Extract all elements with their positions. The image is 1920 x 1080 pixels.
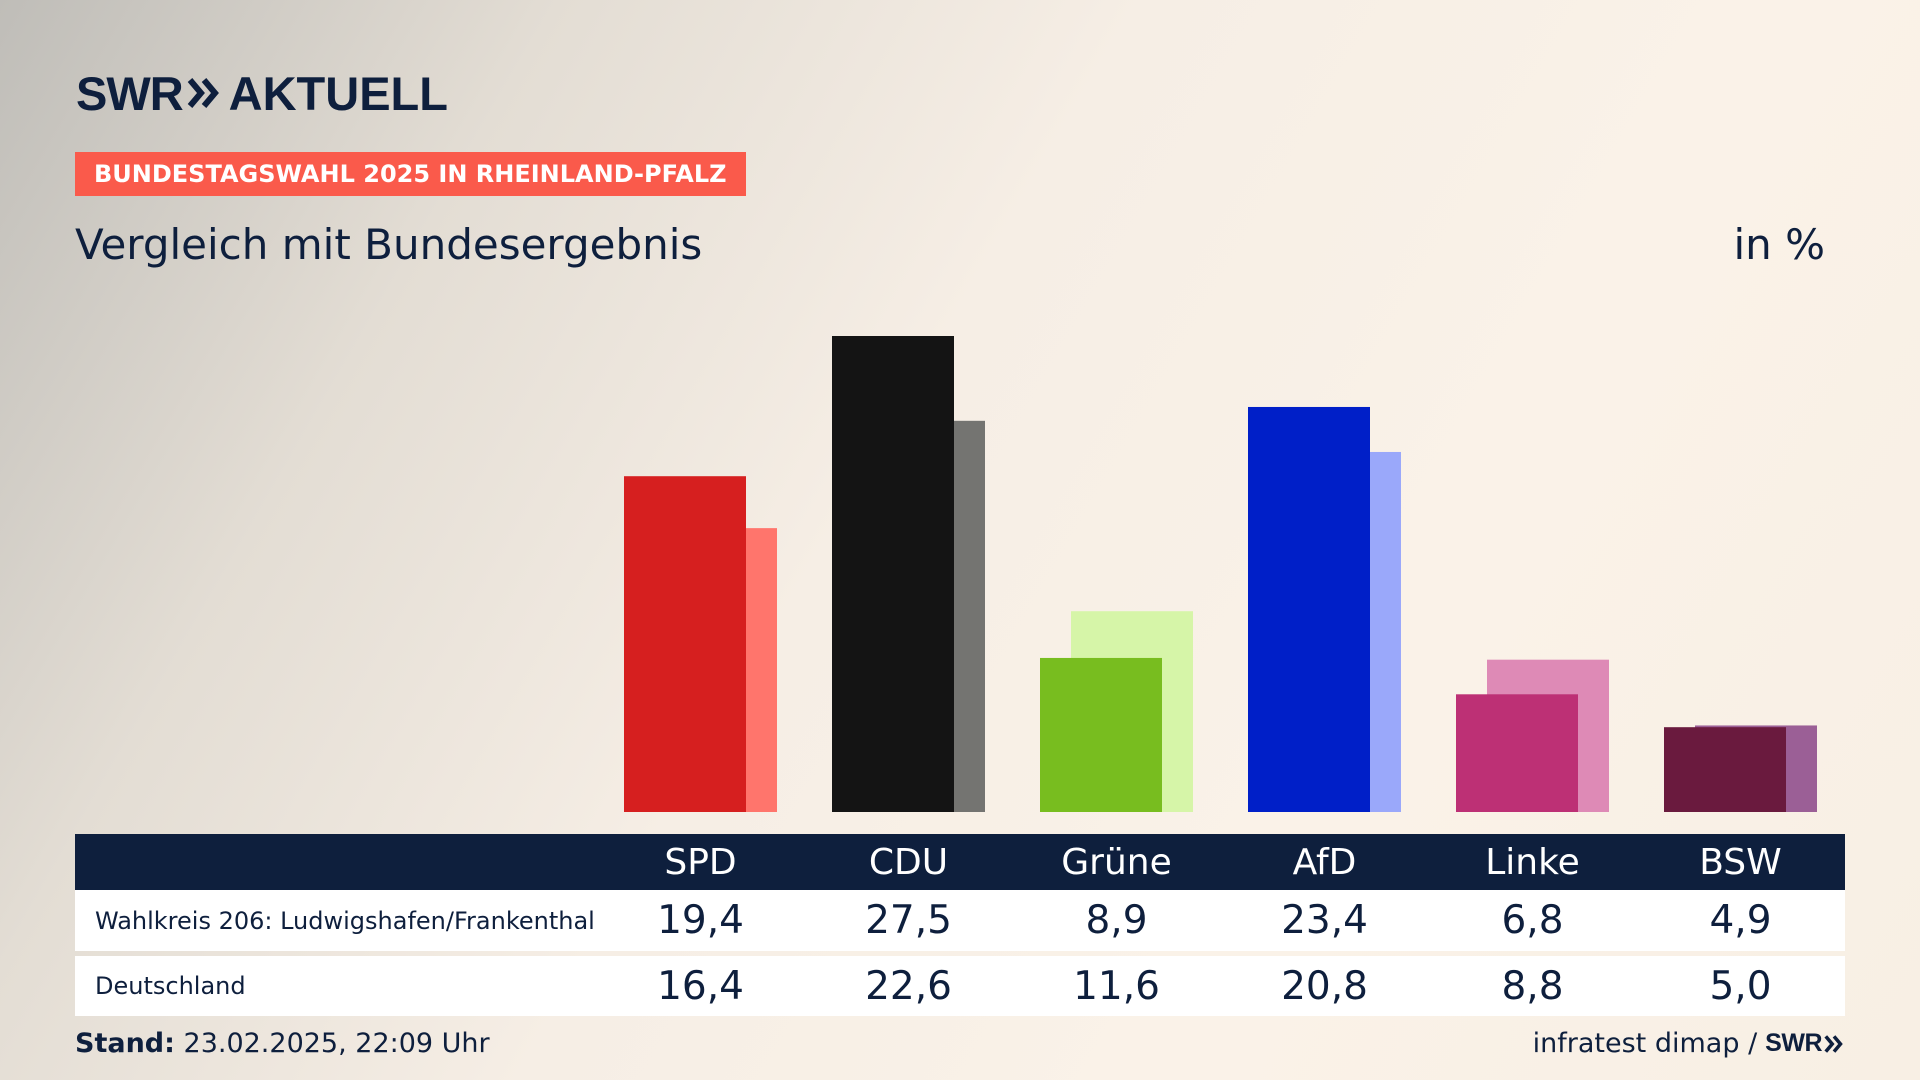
value-cell-bsw: 5,0 [1709, 963, 1772, 1009]
unit-label: in % [1733, 220, 1825, 269]
column-header-spd: SPD [664, 841, 737, 883]
value-cell-spd: 16,4 [657, 963, 744, 1009]
results-table: SPD CDU Grüne AfD Linke BSW Wahlkreis 206: Lu… [75, 834, 1845, 1016]
logo-aktuell-text: AKTUELL [228, 66, 448, 120]
small-swr-logo-text: SWR [1765, 1029, 1822, 1057]
chart-subtitle: Vergleich mit Bundesergebnis [75, 220, 703, 269]
bar-wahlkreis-linke [1456, 694, 1578, 812]
value-cell-afd: 20,8 [1281, 963, 1368, 1009]
bar-wahlkreis-afd [1248, 406, 1370, 812]
timestamp: Stand: 23.02.2025, 22:09 Uhr [75, 1028, 490, 1059]
value-cell-grüne: 11,6 [1073, 963, 1160, 1009]
value-cell-bsw: 4,9 [1709, 898, 1772, 943]
bar-wahlkreis-cdu [832, 336, 954, 812]
value-cell-cdu: 22,6 [865, 963, 952, 1009]
column-header-bsw: BSW [1699, 841, 1782, 883]
value-cell-spd: 19,4 [657, 898, 744, 943]
logo-swr-text: SWR [76, 66, 184, 120]
row-label: Deutschland [95, 972, 246, 1000]
column-header-afd: AfD [1292, 841, 1357, 883]
stand-value: 23.02.2025, 22:09 Uhr [183, 1028, 490, 1059]
bar-wahlkreis-grüne [1040, 657, 1162, 812]
column-header-grüne: Grüne [1061, 841, 1172, 883]
bar-wahlkreis-spd [624, 476, 746, 812]
value-cell-linke: 8,8 [1501, 963, 1564, 1009]
bar-chart [624, 336, 1817, 812]
election-badge: BUNDESTAGSWAHL 2025 IN RHEINLAND-PFALZ [75, 152, 746, 196]
column-header-cdu: CDU [868, 841, 949, 883]
value-cell-linke: 6,8 [1501, 898, 1564, 943]
small-double-chevron-icon [1824, 1034, 1844, 1054]
source-credit: infratest dimap / SWR [1533, 1028, 1844, 1059]
row-label: Wahlkreis 206: Ludwigshafen/Frankenthal [95, 906, 595, 935]
column-header-linke: Linke [1485, 841, 1580, 883]
double-chevron-icon [187, 76, 221, 110]
value-cell-grüne: 8,9 [1085, 898, 1148, 943]
bar-wahlkreis-bsw [1664, 727, 1786, 812]
table-header-row: SPD CDU Grüne AfD Linke BSW [75, 834, 1845, 890]
table-row: Wahlkreis 206: Ludwigshafen/Frankenthal … [75, 890, 1845, 951]
value-cell-afd: 23,4 [1281, 898, 1368, 943]
source-text: infratest dimap / [1532, 1028, 1758, 1059]
stand-label: Stand: [75, 1028, 175, 1059]
table-row: Deutschland 16,4 22,6 11,6 20,8 8,8 5,0 [75, 956, 1845, 1016]
value-cell-cdu: 27,5 [865, 898, 952, 943]
swr-aktuell-logo: SWR AKTUELL [76, 66, 448, 120]
